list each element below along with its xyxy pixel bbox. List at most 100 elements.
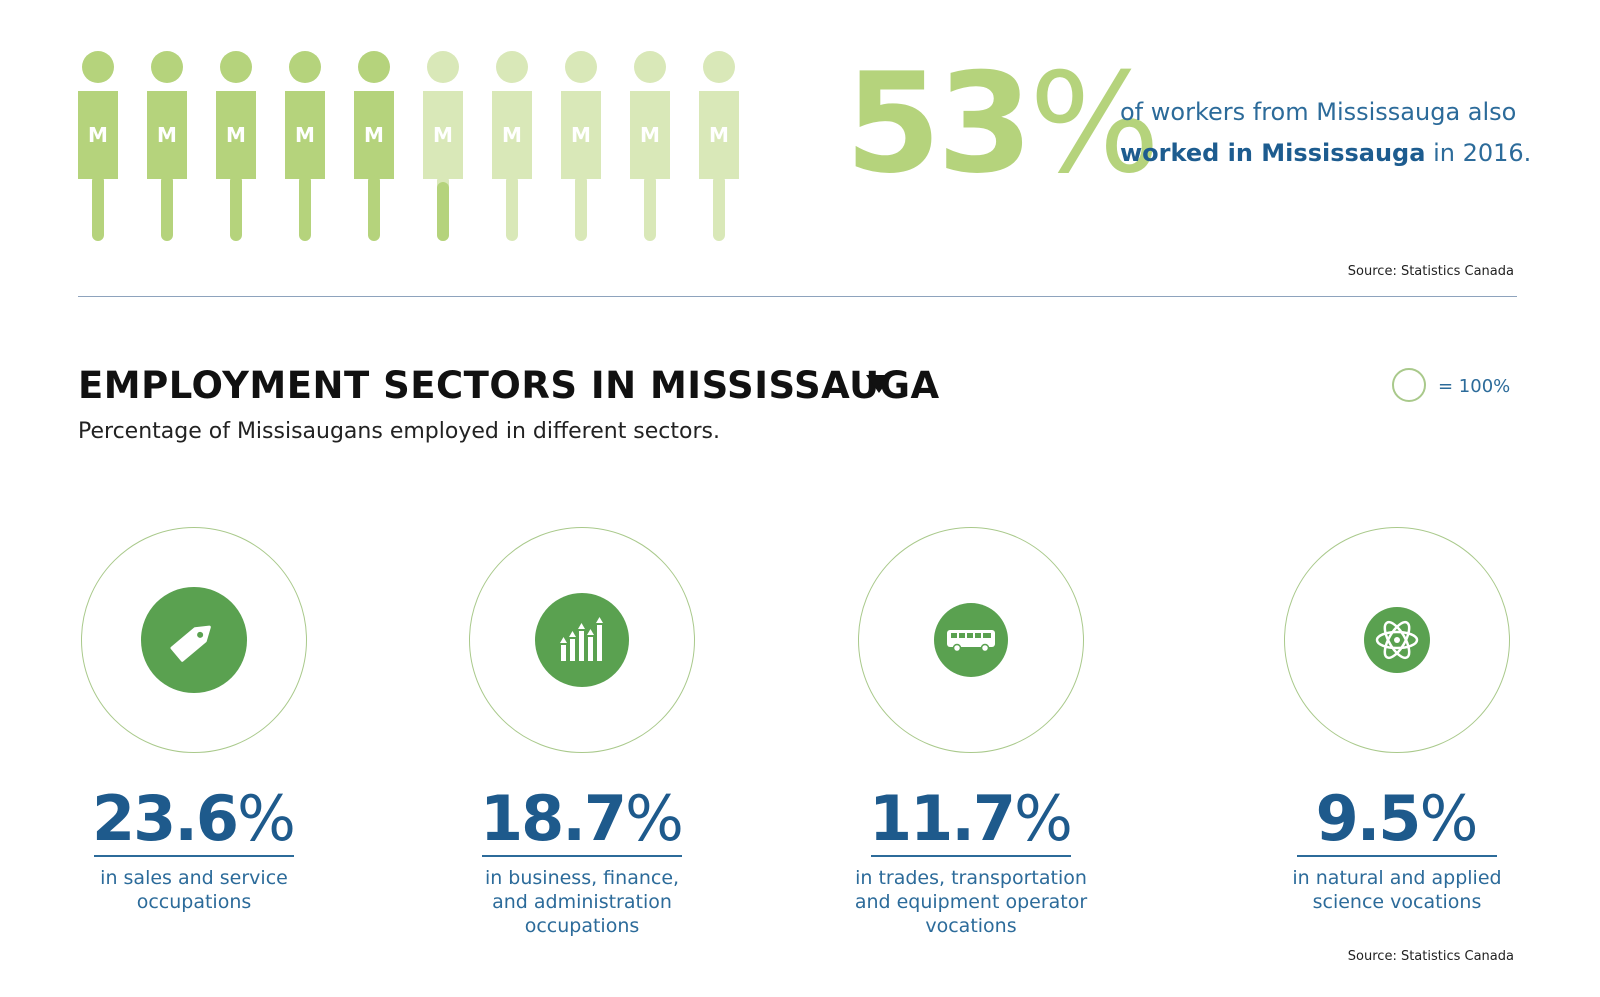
- sector-value-unit: %: [625, 782, 684, 855]
- person-leg: [92, 175, 104, 241]
- sector-underline: [1297, 855, 1497, 857]
- person-partial-fill: [437, 182, 449, 241]
- person-head: [634, 51, 666, 83]
- sector-underline: [871, 855, 1071, 857]
- headline-percentage: 53%: [845, 55, 1160, 193]
- source-top: Source: Statistics Canada: [1347, 264, 1514, 279]
- sector-value-number: 9.5: [1315, 782, 1422, 855]
- person-leg: [575, 175, 587, 241]
- sector-label: in natural and applied science vocations: [1267, 866, 1527, 914]
- sector-label-line: occupations: [524, 915, 640, 937]
- sector-value: 23.6%: [64, 788, 324, 850]
- sector-underline: [94, 855, 294, 857]
- headline-description: of workers from Mississauga also worked …: [1120, 92, 1560, 174]
- sector-bubble: [933, 602, 1009, 678]
- person-body: [78, 91, 118, 179]
- person-leg: [299, 175, 311, 241]
- person-figure: M: [492, 51, 532, 241]
- legend-text: = 100%: [1438, 376, 1511, 397]
- sector-value-unit: %: [1419, 782, 1479, 855]
- chevron-down-icon[interactable]: [866, 375, 892, 393]
- person-leg: [644, 175, 656, 241]
- growth-chart-icon: [557, 616, 607, 663]
- sector-label-line: and equipment operator: [854, 891, 1088, 913]
- headline-desc-bold: worked in Mississauga: [1120, 139, 1426, 167]
- sector-label: in business, finance, and administration o…: [452, 866, 712, 938]
- person-body: [285, 91, 325, 179]
- person-head: [565, 51, 597, 83]
- person-body: [630, 91, 670, 179]
- sector-value-number: 23.6: [92, 782, 239, 855]
- person-letter: M: [295, 123, 315, 147]
- person-head: [82, 51, 114, 83]
- person-head: [151, 51, 183, 83]
- sector-label: in sales and service occupations: [64, 866, 324, 914]
- source-bottom: Source: Statistics Canada: [1347, 949, 1514, 964]
- sector-ring: [1284, 527, 1510, 753]
- person-figure: M: [147, 51, 187, 241]
- person-body: [561, 91, 601, 179]
- headline-unit: %: [1029, 43, 1161, 204]
- tag-icon: [164, 610, 224, 670]
- atom-icon: [1374, 617, 1420, 663]
- legend-circle-icon: [1392, 368, 1426, 402]
- sector-value: 11.7%: [841, 788, 1101, 850]
- person-letter: M: [571, 123, 591, 147]
- sector-ring: [469, 527, 695, 753]
- sector-underline: [482, 855, 682, 857]
- person-figure: M: [216, 51, 256, 241]
- sector-value-number: 18.7: [480, 782, 627, 855]
- person-leg: [230, 175, 242, 241]
- person-figure: M: [630, 51, 670, 241]
- person-figure: M: [354, 51, 394, 241]
- sector-bubble: [141, 587, 247, 693]
- person-head: [358, 51, 390, 83]
- person-letter: M: [88, 123, 108, 147]
- sector-label-line: vocations: [925, 915, 1017, 937]
- person-leg: [713, 175, 725, 241]
- sector-value-unit: %: [1014, 782, 1073, 855]
- section-subtitle: Percentage of Missisaugans employed in d…: [78, 419, 720, 444]
- sector-label-line: and administration: [492, 891, 672, 913]
- headline-desc-part2: in 2016.: [1433, 139, 1532, 167]
- headline-value: 53: [845, 43, 1033, 204]
- sector-value-unit: %: [237, 782, 296, 855]
- person-letter: M: [226, 123, 246, 147]
- person-head: [496, 51, 528, 83]
- person-figure: M: [285, 51, 325, 241]
- person-letter: M: [502, 123, 522, 147]
- person-head: [427, 51, 459, 83]
- sector-ring: [858, 527, 1084, 753]
- person-letter: M: [640, 123, 660, 147]
- sector-value: 9.5%: [1267, 788, 1527, 850]
- section-divider: [78, 296, 1517, 297]
- person-head: [289, 51, 321, 83]
- person-leg: [506, 175, 518, 241]
- person-body: [216, 91, 256, 179]
- person-leg: [161, 175, 173, 241]
- sector-ring: [81, 527, 307, 753]
- person-figure: M: [561, 51, 601, 241]
- person-head: [220, 51, 252, 83]
- person-body: [147, 91, 187, 179]
- sector-label-line: in business, finance,: [484, 867, 680, 889]
- sector-bubble: [1363, 606, 1431, 674]
- sector-value-number: 11.7: [869, 782, 1016, 855]
- person-body: [492, 91, 532, 179]
- person-letter: M: [709, 123, 729, 147]
- sector-label-line: science vocations: [1312, 891, 1482, 913]
- person-leg: [368, 175, 380, 241]
- sector-label-line: in sales and service: [100, 867, 288, 889]
- sector-bubble: [535, 593, 629, 687]
- person-letter: M: [364, 123, 384, 147]
- section-title: EMPLOYMENT SECTORS IN MISSISSAUGA: [78, 364, 940, 407]
- person-body: [423, 91, 463, 179]
- sector-value: 18.7%: [452, 788, 712, 850]
- person-letter: M: [157, 123, 177, 147]
- bus-icon: [945, 627, 997, 653]
- sector-label-line: occupations: [136, 891, 252, 913]
- person-letter: M: [433, 123, 453, 147]
- person-figure: M: [699, 51, 739, 241]
- sector-label-line: in natural and applied: [1292, 867, 1502, 889]
